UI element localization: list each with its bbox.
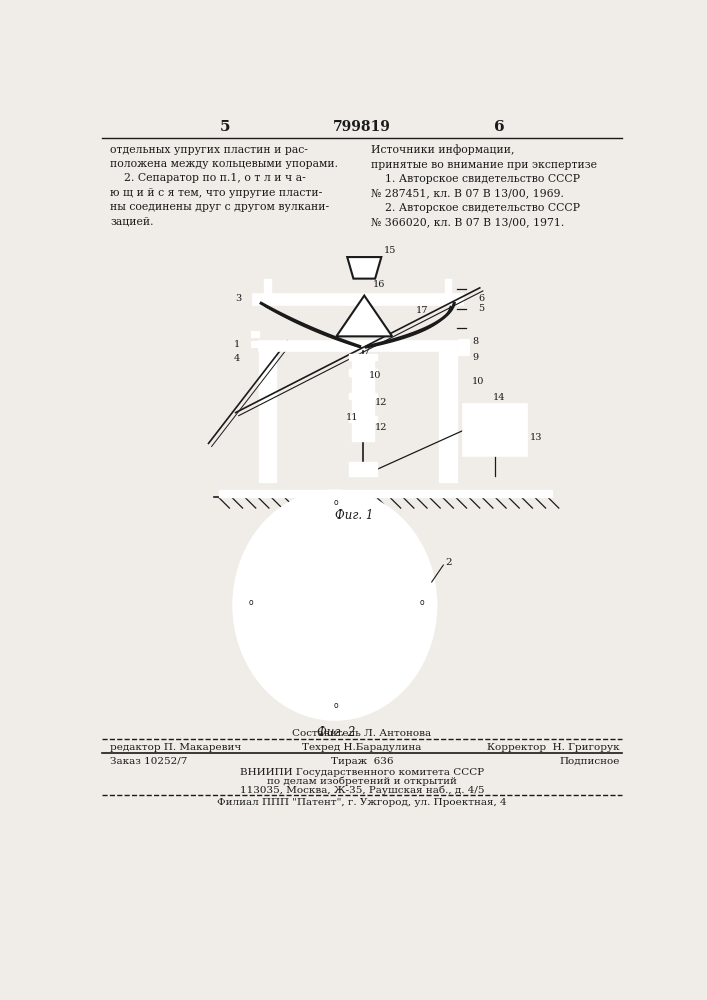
Bar [464,404,527,456]
Text: редактор П. Макаревич: редактор П. Макаревич [110,743,241,752]
Bar [356,368,369,372]
Bar [252,294,462,305]
Text: Фиг. 1: Фиг. 1 [335,509,373,522]
Circle shape [498,416,509,426]
Ellipse shape [310,574,360,637]
Text: 5: 5 [220,120,230,134]
Text: 9: 9 [472,353,478,362]
Text: o: o [334,701,339,710]
Text: 5: 5 [478,304,484,313]
Circle shape [501,437,506,442]
Text: 10: 10 [369,371,381,380]
Bar [243,600,307,609]
Text: Подписное: Подписное [560,757,620,766]
Circle shape [417,600,423,607]
Circle shape [332,502,338,508]
Text: 15: 15 [384,246,396,255]
Text: 16: 16 [373,280,385,289]
Bar [349,393,377,399]
Text: Филиал ППП "Патент", г. Ужгород, ул. Проектная, 4: Филиал ППП "Патент", г. Ужгород, ул. Про… [217,798,507,807]
Text: 10: 10 [472,377,484,386]
Bar [264,279,271,294]
Text: 11: 11 [346,413,358,422]
Text: Заказ 10252/7: Заказ 10252/7 [110,757,187,766]
Bar [469,417,484,424]
Bar [349,354,377,360]
Polygon shape [347,257,381,279]
Text: Корректор  Н. Григорук: Корректор Н. Григорук [487,743,620,752]
Bar [329,642,340,710]
Text: Фиг. 2: Фиг. 2 [317,726,356,739]
Circle shape [332,702,338,708]
Circle shape [501,419,506,423]
Text: 113035, Москва, Ж-35, Раушская наб., д. 4/5: 113035, Москва, Ж-35, Раушская наб., д. … [240,785,484,795]
Ellipse shape [316,580,354,630]
Bar [349,416,377,422]
Bar [356,416,369,420]
Bar [445,279,451,294]
Bar [251,341,259,347]
Text: 8: 8 [472,337,478,346]
Text: 2: 2 [445,558,452,567]
Bar [259,341,457,351]
Ellipse shape [245,502,425,708]
Text: Составитель Л. Антонова: Составитель Л. Антонова [293,729,431,738]
Ellipse shape [305,568,364,642]
Text: o: o [419,598,424,607]
Bar [349,369,377,376]
Text: ВНИИПИ Государственного комитета СССР: ВНИИПИ Государственного комитета СССР [240,768,484,777]
Bar [349,462,377,476]
Text: 13: 13 [530,433,543,442]
Text: 12: 12 [375,423,387,432]
Bar [251,331,259,337]
Ellipse shape [242,499,428,711]
Bar [440,351,457,482]
Polygon shape [337,296,392,336]
Text: 17: 17 [416,306,428,315]
Text: Тираж  636: Тираж 636 [331,757,393,766]
Ellipse shape [234,491,436,719]
Text: Техред Н.Барадулина: Техред Н.Барадулина [303,743,421,752]
Text: 4: 4 [234,354,240,363]
Text: 799819: 799819 [333,120,391,134]
Bar [259,351,276,482]
Circle shape [498,434,509,445]
Text: 14: 14 [493,393,506,402]
Bar [329,500,340,568]
Text: по делам изобретений и открытий: по делам изобретений и открытий [267,777,457,786]
Bar [458,339,469,355]
Text: 12: 12 [375,398,387,407]
Bar [469,436,484,443]
Circle shape [247,600,252,607]
Text: Источники информации,
принятые во внимание при экспертизе
    1. Авторское свиде: Источники информации, принятые во вниман… [371,145,597,227]
Text: o: o [334,498,339,507]
Text: 6: 6 [478,294,484,303]
Bar [364,600,428,609]
Text: 1: 1 [234,340,240,349]
Text: 3: 3 [235,294,242,303]
Text: 6: 6 [493,120,504,134]
Bar [218,490,552,497]
Bar [352,359,373,441]
Text: o: o [249,598,253,607]
Text: отдельных упругих пластин и рас-
положена между кольцевыми упорами.
    2. Сепар: отдельных упругих пластин и рас- положен… [110,145,338,227]
Text: 7: 7 [363,347,369,356]
